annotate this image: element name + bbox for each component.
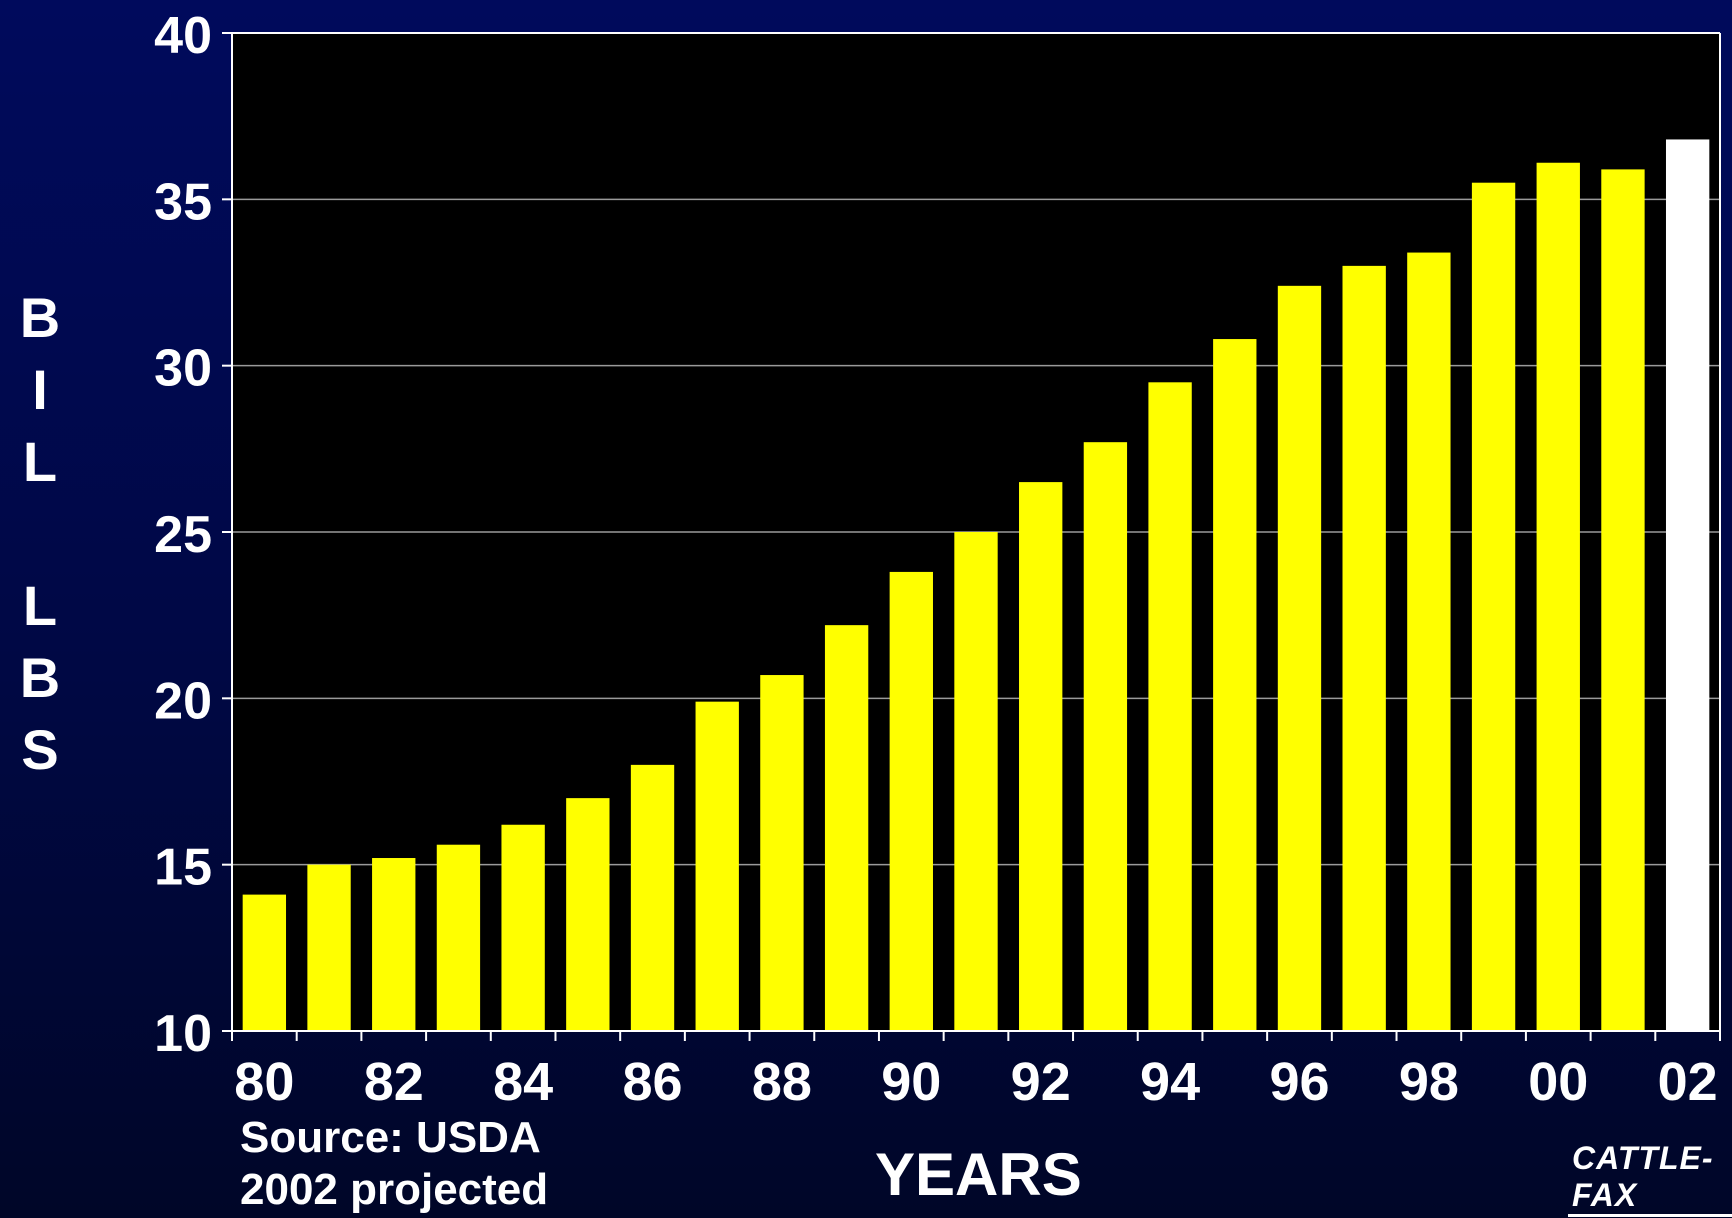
- cattle-fax-logo: CATTLE-FAX: [1568, 1140, 1732, 1217]
- bar: [954, 532, 998, 1031]
- bar: [1148, 382, 1192, 1031]
- axes: [231, 32, 1721, 1041]
- bar: [566, 798, 610, 1031]
- bar: [1213, 339, 1257, 1031]
- x-tick-label: 00: [1528, 1052, 1588, 1112]
- bar: [501, 824, 545, 1031]
- bar: [1601, 169, 1645, 1032]
- bar: [824, 625, 869, 1031]
- x-tick-label: 98: [1399, 1052, 1459, 1112]
- bar: [1019, 482, 1063, 1032]
- x-tick-label: 92: [1011, 1052, 1071, 1112]
- y-axis-label-letter: B: [19, 646, 61, 709]
- bar: [695, 701, 739, 1031]
- x-tick-label: 86: [622, 1052, 682, 1112]
- bar: [1277, 285, 1322, 1031]
- x-tick-label: 90: [881, 1052, 941, 1112]
- projection-note: 2002 projected: [240, 1165, 549, 1214]
- x-tick-label: 88: [752, 1052, 812, 1112]
- y-tick-label: 30: [154, 340, 212, 398]
- y-tick-label: 25: [154, 506, 212, 564]
- x-tick-label: 02: [1658, 1052, 1718, 1112]
- y-tick-label: 40: [154, 7, 212, 65]
- x-tick-label: 82: [364, 1052, 424, 1112]
- y-tick-label: 35: [154, 173, 212, 231]
- y-axis-label-letter: [10, 498, 70, 570]
- bar: [760, 675, 804, 1031]
- y-axis-label-letter: S: [21, 718, 59, 781]
- y-tick-label: 20: [154, 672, 212, 730]
- bar: [1083, 442, 1128, 1031]
- x-tick-labels: 80 82 84 86 88 90 92 94 96 98 00 02: [234, 1052, 1717, 1112]
- bar: [889, 571, 933, 1031]
- bar: [436, 844, 481, 1031]
- bar: [1536, 162, 1580, 1032]
- bar: [1471, 182, 1516, 1031]
- bar: [307, 864, 351, 1031]
- bar: [630, 764, 675, 1031]
- y-tick-labels: 10 15 20 25 30 35 40: [154, 7, 212, 1063]
- y-axis-label: B I L L B S: [10, 282, 70, 786]
- y-tick-label: 15: [154, 839, 212, 897]
- y-axis-label-letter: L: [22, 430, 58, 493]
- source-line: Source: USDA: [240, 1113, 541, 1162]
- x-tick-label: 96: [1269, 1052, 1329, 1112]
- bar: [372, 858, 416, 1031]
- y-axis-label-letter: I: [32, 358, 48, 421]
- x-tick-label: 94: [1140, 1052, 1200, 1112]
- x-tick-label: 80: [234, 1052, 294, 1112]
- bar: [1407, 252, 1451, 1031]
- bar: [1342, 265, 1386, 1031]
- source-note: Source: USDA 2002 projected: [240, 1112, 548, 1216]
- x-axis-label: YEARS: [875, 1141, 1082, 1208]
- x-tick-label: 84: [493, 1052, 553, 1112]
- y-axis-label-letter: B: [19, 286, 61, 349]
- bar: [242, 894, 287, 1031]
- y-tick-label: 10: [154, 1005, 212, 1063]
- bar-projected: [1665, 139, 1710, 1031]
- bars: [242, 139, 1710, 1032]
- y-axis-label-letter: L: [22, 574, 58, 637]
